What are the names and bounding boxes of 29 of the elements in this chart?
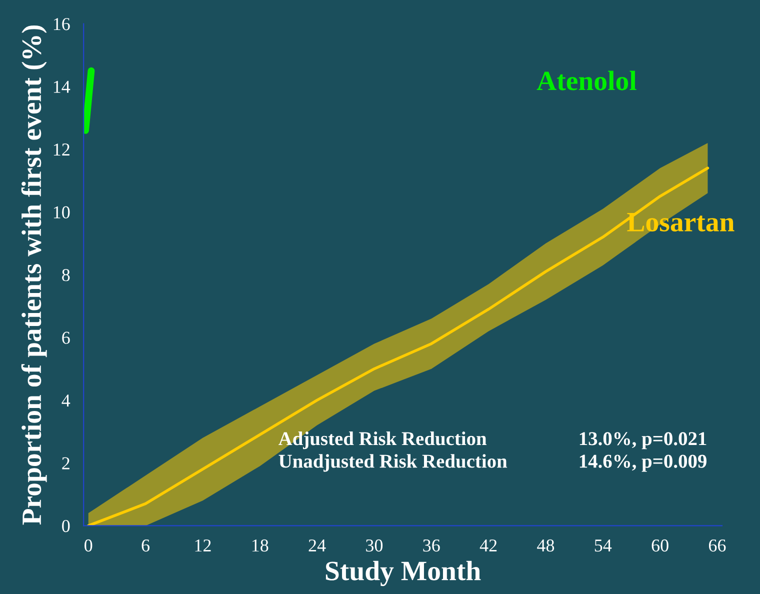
annotation: 14.6%, p=0.009 xyxy=(580,454,706,472)
y-tick-label: 0 xyxy=(62,520,70,532)
x-axis-title: Study Month xyxy=(326,560,481,586)
y-tick-label: 8 xyxy=(62,268,70,282)
y-tick-label: 2 xyxy=(62,457,70,470)
x-tick-label: 18 xyxy=(252,539,268,552)
x-tick-label: 42 xyxy=(480,539,497,552)
x-tick-label: 60 xyxy=(652,539,668,552)
y-tick-label: 10 xyxy=(54,206,70,218)
x-tick-label: 48 xyxy=(537,539,554,552)
x-tick-label: 54 xyxy=(594,540,612,552)
x-tick-label: 66 xyxy=(708,539,726,552)
x-tick-label: 6 xyxy=(142,539,150,552)
annotation: 13.0%, p=0.021 xyxy=(580,432,706,450)
annotation: Unadjusted Risk Reduction xyxy=(278,454,508,472)
y-tick-label: 4 xyxy=(62,394,70,406)
x-tick-label: 36 xyxy=(423,539,440,552)
y-tick-label: 12 xyxy=(54,144,70,156)
x-tick-label: 12 xyxy=(195,539,211,552)
x-tick-label: 30 xyxy=(366,539,383,552)
x-tick-label: 0 xyxy=(84,539,92,552)
y-tick-label: 6 xyxy=(62,332,70,344)
x-tick-label: 24 xyxy=(308,539,326,552)
y-tick-label: 16 xyxy=(54,18,70,30)
text: Atenolol xyxy=(536,70,636,90)
y-axis-title: Proportion of patients with first event (%) xyxy=(21,25,47,525)
series-label: Losartan xyxy=(627,213,734,232)
y-tick-label: 14 xyxy=(54,80,70,93)
annotation: Adjusted Risk Reduction xyxy=(278,432,487,450)
